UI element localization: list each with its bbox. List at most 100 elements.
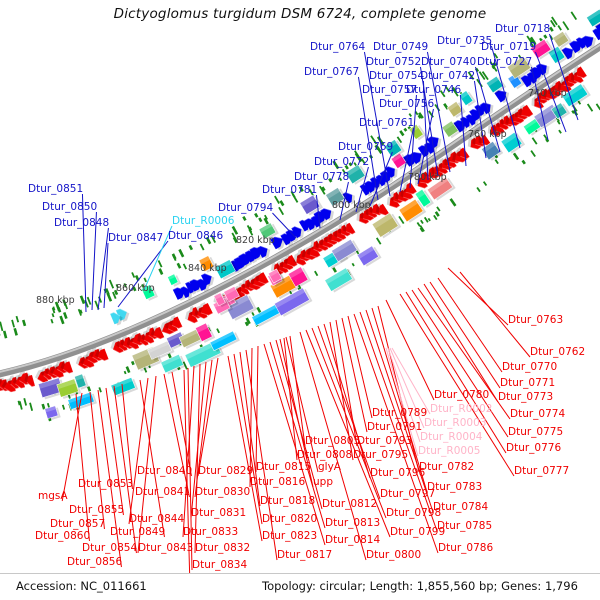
gene-label[interactable]: Dtur_R0005 xyxy=(418,445,481,457)
gene-label[interactable]: Dtur_0856 xyxy=(67,556,123,568)
feature-box[interactable] xyxy=(258,222,279,241)
gene-arrow[interactable] xyxy=(357,207,375,224)
gene-label[interactable]: Dtur_0773 xyxy=(498,391,554,403)
gene-label[interactable]: Dtur_R0002 xyxy=(430,403,493,415)
gene-arrow[interactable] xyxy=(282,253,298,270)
rna-tick[interactable] xyxy=(86,296,92,305)
rna-tick[interactable] xyxy=(314,270,319,277)
rna-tick[interactable] xyxy=(550,19,556,28)
rna-tick[interactable] xyxy=(115,283,119,289)
feature-box[interactable] xyxy=(324,267,356,294)
rna-tick[interactable] xyxy=(403,127,408,132)
gene-label[interactable]: Dtur_0849 xyxy=(110,526,166,538)
gene-label[interactable]: Dtur_0770 xyxy=(502,361,558,373)
gene-label[interactable]: Dtur_0740 xyxy=(421,56,477,68)
gene-label[interactable]: Dtur_0767 xyxy=(304,66,360,78)
rna-tick[interactable] xyxy=(577,100,582,105)
gene-arrow[interactable] xyxy=(554,78,572,96)
rna-tick[interactable] xyxy=(205,236,212,245)
gene-label[interactable]: Dtur_0854 xyxy=(82,542,138,554)
rna-tick[interactable] xyxy=(105,288,110,295)
feature-box[interactable] xyxy=(209,330,240,353)
gene-label[interactable]: Dtur_0860 xyxy=(35,530,91,542)
gene-label[interactable]: Dtur_0846 xyxy=(168,230,224,242)
feature-box[interactable] xyxy=(140,284,158,302)
gene-label[interactable]: Dtur_0833 xyxy=(183,526,239,538)
gene-label[interactable]: Dtur_0735 xyxy=(437,35,493,47)
rna-tick[interactable] xyxy=(123,370,127,375)
gene-label[interactable]: Dtur_0746 xyxy=(406,84,462,96)
rna-tick[interactable] xyxy=(416,222,421,227)
rna-tick[interactable] xyxy=(178,248,185,258)
gene-label[interactable]: Dtur_0851 xyxy=(28,183,84,195)
feature-box[interactable] xyxy=(74,373,89,390)
rna-tick[interactable] xyxy=(512,152,520,161)
gene-label[interactable]: glyA xyxy=(318,461,341,473)
rna-tick[interactable] xyxy=(399,130,405,137)
gene-arrow[interactable] xyxy=(490,121,505,137)
feature-box[interactable] xyxy=(287,266,312,289)
gene-label[interactable]: Dtur_0857 xyxy=(50,518,106,530)
gene-label[interactable]: Dtur_0764 xyxy=(310,41,366,53)
rna-tick[interactable] xyxy=(529,39,534,43)
rna-tick[interactable] xyxy=(41,403,46,410)
gene-label[interactable]: Dtur_0799 xyxy=(390,526,446,538)
rna-tick[interactable] xyxy=(216,328,220,334)
gene-arrow[interactable] xyxy=(110,310,124,326)
gene-label[interactable]: Dtur_0754 xyxy=(369,70,425,82)
gene-arrow[interactable] xyxy=(388,190,403,206)
rna-tick[interactable] xyxy=(354,150,361,159)
gene-arrow[interactable] xyxy=(400,180,417,197)
gene-arrow[interactable] xyxy=(7,375,19,390)
feature-box[interactable] xyxy=(561,83,591,109)
gene-label[interactable]: Dtur_R0003 xyxy=(424,417,487,429)
feature-box[interactable] xyxy=(414,188,434,209)
feature-box[interactable] xyxy=(225,294,258,322)
rna-tick[interactable] xyxy=(439,90,446,98)
gene-arrow[interactable] xyxy=(88,347,103,363)
feature-box[interactable] xyxy=(147,340,175,362)
rna-tick[interactable] xyxy=(79,309,83,314)
gene-label[interactable]: Dtur_0795 xyxy=(353,449,409,461)
rna-tick[interactable] xyxy=(375,237,382,245)
feature-box[interactable] xyxy=(506,55,534,80)
rna-tick[interactable] xyxy=(328,178,333,183)
rna-tick[interactable] xyxy=(23,398,28,406)
gene-label[interactable]: Dtur_0762 xyxy=(530,346,586,358)
gene-arrow[interactable] xyxy=(592,25,600,42)
rna-tick[interactable] xyxy=(558,129,562,134)
gene-label[interactable]: Dtur_0829 xyxy=(198,465,254,477)
rna-tick[interactable] xyxy=(419,227,425,233)
rna-tick[interactable] xyxy=(423,216,429,223)
feature-box[interactable] xyxy=(167,273,182,288)
gene-label[interactable]: Dtur_0775 xyxy=(508,426,564,438)
gene-label[interactable]: Dtur_0719 xyxy=(481,41,537,53)
rna-tick[interactable] xyxy=(556,120,561,125)
rna-tick[interactable] xyxy=(123,283,127,288)
rna-tick[interactable] xyxy=(244,321,249,327)
rna-tick[interactable] xyxy=(231,232,238,242)
gene-label[interactable]: Dtur_0757 xyxy=(362,84,418,96)
gene-arrow[interactable] xyxy=(163,318,178,334)
feature-box[interactable] xyxy=(441,120,462,140)
rna-tick[interactable] xyxy=(51,307,56,314)
gene-label[interactable]: Dtur_0752 xyxy=(366,56,422,68)
feature-box[interactable] xyxy=(344,163,369,185)
feature-box[interactable] xyxy=(446,100,466,119)
rna-tick[interactable] xyxy=(492,61,497,67)
rna-tick[interactable] xyxy=(130,360,135,366)
gene-arrow[interactable] xyxy=(139,330,155,346)
rna-tick[interactable] xyxy=(62,299,67,307)
gene-label[interactable]: Dtur_0786 xyxy=(438,542,494,554)
rna-tick[interactable] xyxy=(264,214,268,220)
gene-label[interactable]: Dtur_0727 xyxy=(477,56,533,68)
rna-tick[interactable] xyxy=(531,137,538,145)
rna-tick[interactable] xyxy=(182,263,188,270)
gene-arrow[interactable] xyxy=(581,32,599,50)
rna-tick[interactable] xyxy=(290,190,296,198)
feature-box[interactable] xyxy=(356,245,382,268)
feature-box[interactable] xyxy=(273,287,313,318)
feature-box[interactable] xyxy=(552,30,572,49)
rna-tick[interactable] xyxy=(59,315,65,325)
